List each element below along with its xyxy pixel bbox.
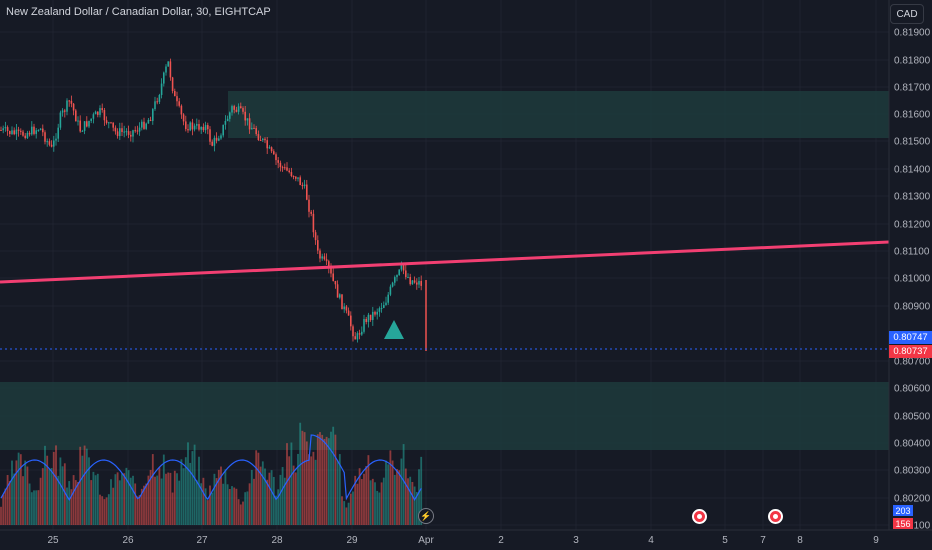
price-axis-label: 0.80500	[894, 412, 931, 423]
time-axis-label: 29	[346, 535, 358, 546]
price-axis-label: 0.80400	[894, 439, 931, 450]
price-axis-label: 0.81200	[894, 220, 931, 231]
volume-ma-line	[0, 434, 422, 501]
time-axis-label: 28	[271, 535, 283, 546]
price-axis-label: 0.81600	[894, 110, 931, 121]
price-axis-label: 0.81500	[894, 137, 931, 148]
price-axis-label: 0.80600	[894, 384, 931, 395]
symbol-title: New Zealand Dollar / Canadian Dollar, 30…	[6, 6, 271, 18]
time-axis-label: 9	[873, 535, 879, 546]
economic-event-icon[interactable]	[692, 509, 707, 524]
time-axis-label: 2	[498, 535, 504, 546]
volume-histogram	[0, 422, 423, 525]
price-axis-label: 0.81100	[894, 247, 930, 258]
time-axis-label: 25	[47, 535, 59, 546]
price-axis-label: 0.80200	[894, 494, 931, 505]
volume-ma-tag: 203	[893, 505, 913, 516]
lightning-icon[interactable]: ⚡	[418, 508, 434, 524]
time-axis-label: Apr	[418, 535, 434, 546]
price-axis-label: 0.81000	[894, 274, 931, 285]
time-axis-label: 8	[797, 535, 803, 546]
trendline[interactable]	[0, 240, 890, 284]
time-axis-label: 5	[722, 535, 728, 546]
time-axis-label: 27	[196, 535, 208, 546]
price-axis-label: 0.80300	[894, 466, 931, 477]
time-axis[interactable]: 25 26 27 28 29 Apr 2 3 4 5 7 8 9	[47, 535, 879, 546]
price-axis-label: 0.81900	[894, 28, 931, 39]
buy-triangle-marker[interactable]	[384, 320, 404, 339]
price-axis-label: 0.81800	[894, 56, 931, 67]
price-axis-label: 0.81400	[894, 165, 931, 176]
price-axis[interactable]: 0.81900 0.81800 0.81700 0.81600 0.81500 0.814…	[894, 28, 931, 532]
supply-zone	[228, 91, 889, 138]
price-axis-label: 0.81300	[894, 192, 931, 203]
time-axis-label: 4	[648, 535, 654, 546]
price-axis-label: 0.80700	[894, 357, 931, 368]
price-axis-label: 0.80900	[894, 302, 931, 313]
time-axis-label: 26	[122, 535, 134, 546]
candlestick-series	[0, 58, 427, 351]
volume-tag: 156	[893, 518, 913, 529]
grid	[0, 0, 889, 530]
bid-price-tag: 0.80747	[889, 331, 932, 344]
time-axis-label: 3	[573, 535, 579, 546]
currency-button[interactable]: CAD	[890, 4, 924, 24]
demand-zone	[0, 382, 889, 450]
last-price-tag: 0.80737	[889, 345, 932, 358]
time-axis-label: 7	[760, 535, 766, 546]
price-axis-label: 0.81700	[894, 83, 931, 94]
economic-event-icon[interactable]	[768, 509, 783, 524]
